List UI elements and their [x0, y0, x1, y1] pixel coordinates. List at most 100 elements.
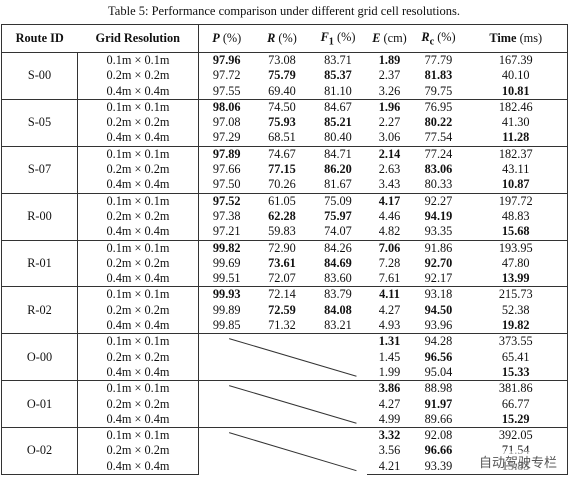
metric-value: 10.87 [464, 177, 568, 194]
metric-value: 43.11 [464, 162, 568, 178]
metric-value: 2.27 [378, 115, 401, 130]
table-row: 0.4m × 0.4m 99.51 72.07 83.60 7.61 92.17 13.99 [2, 271, 568, 287]
route-id: O-02 [1, 427, 78, 476]
header-unit: (%) [336, 29, 356, 44]
slash-line [229, 386, 356, 424]
metric-value: 92.27 [412, 192, 465, 209]
grid-resolution: 0.4m × 0.4m [77, 318, 199, 334]
metric-value: 99.93 [198, 286, 255, 303]
metric-value: 97.89 [198, 145, 255, 163]
metric-value: 94.28 [412, 333, 465, 350]
grid-resolution: 0.1m × 0.1m [77, 380, 199, 397]
metric-value: 92.17 [424, 271, 453, 286]
metric-value: 19.82 [464, 318, 568, 334]
grid-resolution: 0.2m × 0.2m [77, 396, 199, 412]
metric-value: 81.67 [324, 177, 352, 192]
metric-value: 65.41 [464, 349, 568, 365]
metric-value: 97.96 [198, 52, 255, 69]
metric-value: 7.06 [366, 239, 413, 256]
metric-value: 91.97 [424, 396, 453, 411]
column-header: Rc (%) [412, 24, 465, 53]
metric-value: 4.46 [378, 208, 401, 223]
header-symbol: F [320, 29, 329, 44]
metric-value: 1.96 [366, 98, 413, 116]
grid-resolution: 0.1m × 0.1m [77, 52, 199, 69]
table-row: S-05 0.1m × 0.1m 98.06 74.50 84.67 1.96 76.95 1… [1, 98, 568, 147]
metric-value: 97.50 [212, 177, 241, 192]
metric-value: 99.51 [212, 271, 241, 286]
metric-value: 1.31 [366, 333, 413, 350]
metric-value: 4.21 [366, 458, 413, 476]
diagonal-slash [199, 428, 367, 474]
column-header: P (%) [198, 24, 255, 53]
metric-value: 83.71 [309, 52, 367, 69]
metric-value: 85.37 [324, 68, 352, 83]
metric-value: 4.82 [378, 224, 401, 239]
metric-value: 80.22 [424, 115, 453, 130]
metric-value: 83.60 [324, 271, 352, 286]
metric-value: 97.29 [212, 130, 241, 145]
metric-value: 98.06 [198, 98, 255, 116]
metric-value: 73.61 [268, 255, 296, 270]
metric-value: 69.40 [268, 83, 296, 98]
grid-resolution: 0.2m × 0.2m [77, 302, 199, 319]
header-text: Time [489, 31, 517, 45]
metric-value: 94.50 [424, 302, 453, 317]
metric-value: 72.59 [268, 302, 296, 317]
grid-resolution: 0.1m × 0.1m [77, 98, 199, 116]
metric-value: 3.56 [378, 443, 401, 458]
metric-value: 15.29 [464, 411, 568, 428]
metric-value: 41.30 [464, 115, 568, 131]
column-header: R (%) [254, 24, 310, 53]
metric-value: 3.26 [378, 83, 401, 98]
metric-value: 93.39 [412, 458, 465, 476]
grid-resolution: 0.1m × 0.1m [77, 333, 199, 350]
metric-value: 75.93 [268, 115, 296, 130]
grid-resolution: 0.2m × 0.2m [77, 443, 199, 459]
table-row: 0.4m × 0.4m 99.85 71.32 83.21 4.93 93.96 19.82 [2, 318, 568, 334]
grid-resolution: 0.1m × 0.1m [77, 145, 199, 163]
metric-value: 77.15 [268, 162, 296, 177]
metric-value: 94.19 [424, 208, 453, 223]
results-table: Route ID Grid Resolution P (%) R (%) F1 (%) E… [1, 24, 568, 476]
metric-value: 74.67 [254, 145, 310, 163]
metric-value: 47.80 [464, 255, 568, 272]
metric-value: 97.08 [212, 115, 241, 130]
metric-value: 97.38 [212, 208, 241, 223]
metric-value: 13.99 [464, 271, 568, 287]
metric-value: 2.37 [378, 68, 401, 83]
column-header: Route ID [1, 24, 78, 53]
metric-value: 4.27 [378, 396, 401, 411]
blank-cell [198, 333, 367, 381]
grid-resolution: 0.2m × 0.2m [77, 255, 199, 272]
header-text: Route ID [15, 31, 64, 45]
metric-value: 193.95 [464, 239, 568, 256]
metric-value: 73.08 [254, 52, 310, 69]
metric-value: 75.79 [268, 68, 296, 83]
table-row: R-01 0.1m × 0.1m 99.82 72.90 84.26 7.06 91.86 1… [1, 239, 568, 287]
metric-value: 4.93 [378, 318, 401, 333]
metric-value: 84.67 [309, 98, 367, 116]
metric-value: 61.05 [254, 192, 310, 209]
metric-value: 1.45 [378, 349, 401, 364]
metric-value: 80.40 [324, 130, 352, 145]
metric-value: 81.10 [324, 83, 352, 98]
route-id: S-05 [1, 98, 78, 147]
metric-value: 3.43 [378, 177, 401, 192]
blank-cell [198, 380, 367, 428]
grid-resolution: 0.1m × 0.1m [77, 427, 199, 444]
metric-value: 97.55 [212, 83, 241, 98]
table-row: 0.4m × 0.4m 4.99 89.66 15.29 [2, 411, 568, 428]
table-row: 0.2m × 0.2m 4.27 91.97 66.77 [2, 396, 568, 412]
metric-value: 167.39 [464, 52, 568, 69]
metric-value: 1.89 [366, 52, 413, 69]
metric-value: 52.38 [464, 302, 568, 319]
grid-resolution: 0.4m × 0.4m [77, 83, 199, 100]
grid-resolution: 0.4m × 0.4m [77, 411, 199, 428]
table-row: 0.2m × 0.2m 97.72 75.79 85.37 2.37 81.83 40.10 [2, 68, 568, 84]
grid-resolution: 0.4m × 0.4m [77, 224, 199, 241]
metric-value: 72.90 [254, 239, 310, 256]
metric-value: 4.11 [366, 286, 413, 303]
metric-value: 75.09 [309, 192, 367, 209]
